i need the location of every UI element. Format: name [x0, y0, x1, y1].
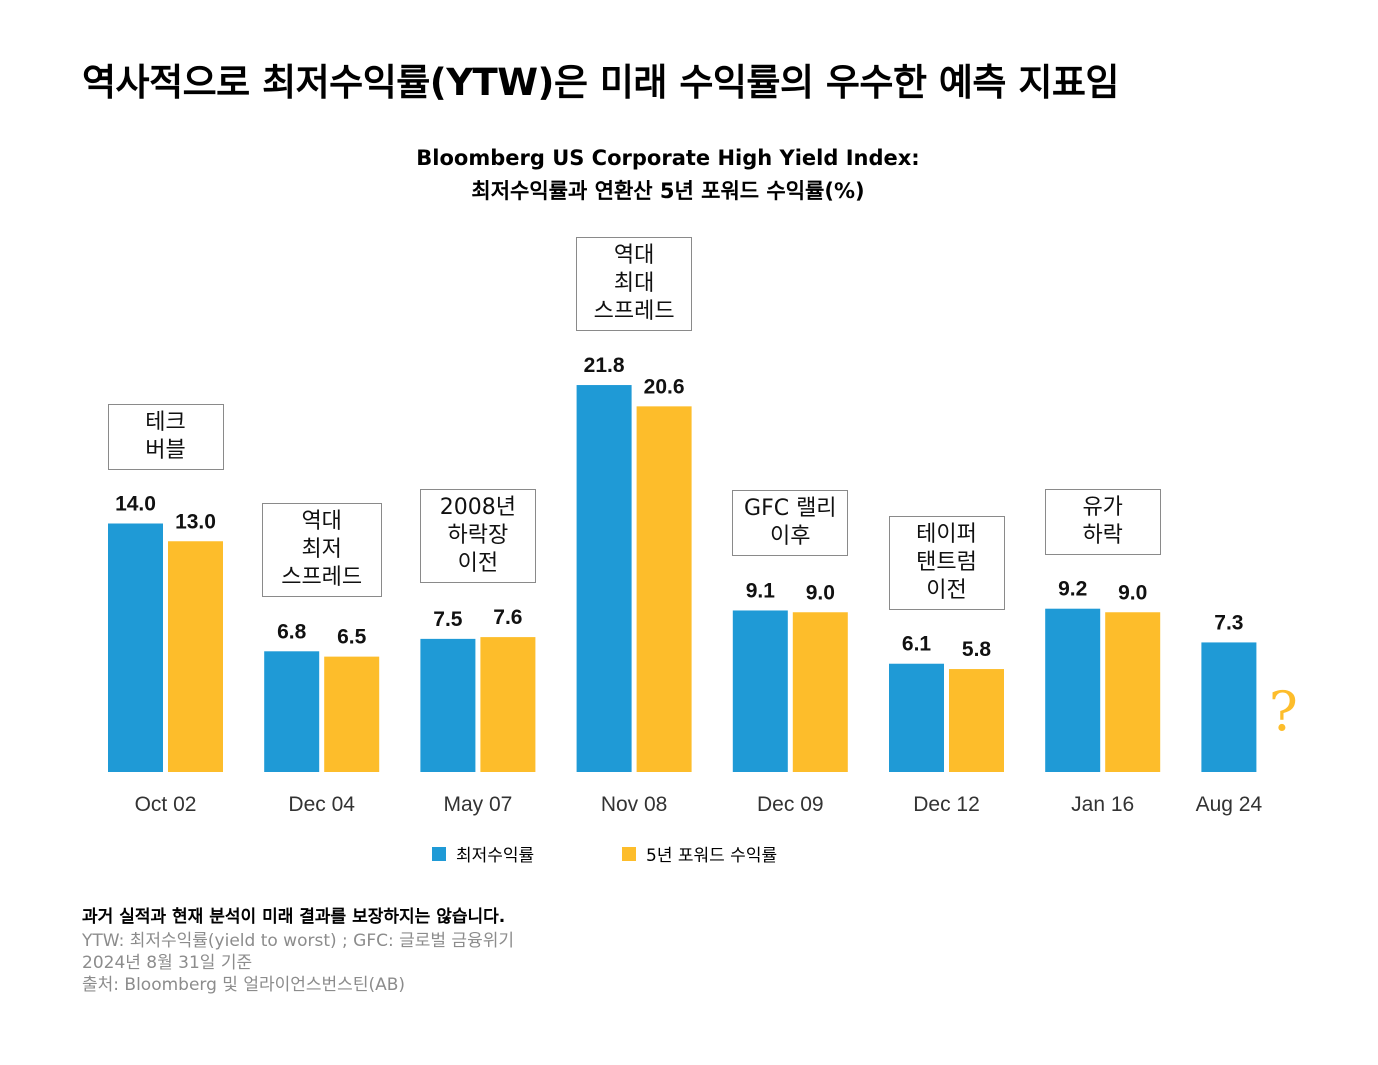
bar-dec-12-series-0 [889, 663, 944, 772]
data-label-dec-12-series-1: 5.8 [962, 638, 992, 661]
data-label-dec-04-series-1: 6.5 [337, 626, 367, 649]
x-tick-label-dec-12: Dec 12 [913, 793, 980, 816]
data-label-dec-09-series-1: 9.0 [806, 581, 835, 604]
annotation-dec-09: GFC 랠리 이후 [732, 490, 849, 557]
legend-item-forward-return: 5년 포워드 수익률 [622, 841, 777, 866]
data-label-may-07-series-1: 7.6 [493, 606, 522, 629]
legend-item-ytw: 최저수익률 [432, 841, 534, 866]
x-tick-label-oct-02: Oct 02 [135, 793, 197, 816]
data-label-aug-24-series-0: 7.3 [1214, 611, 1243, 634]
data-label-dec-12-series-0: 6.1 [902, 633, 932, 656]
bar-dec-09-series-0 [732, 610, 788, 772]
legend-swatch-ytw [432, 846, 446, 861]
x-tick-label-nov-08: Nov 08 [601, 793, 668, 816]
chart-subtitle: 최저수익률과 연환산 5년 포워드 수익률(%) [471, 179, 865, 203]
footnote-as-of: 2024년 8월 31일 기준 [82, 953, 253, 973]
chart-title: Bloomberg US Corporate High Yield Index: [416, 146, 920, 170]
bar-oct-02-series-0 [108, 523, 163, 772]
bar-dec-04-series-1 [324, 656, 380, 772]
data-label-dec-09-series-0: 9.1 [746, 579, 776, 602]
bar-nov-08-series-1 [636, 406, 692, 772]
missing-value-marker: ? [1269, 680, 1298, 743]
bar-dec-12-series-1 [949, 669, 1004, 772]
annotation-oct-02: 테크 버블 [107, 403, 224, 470]
legend-label-forward-return: 5년 포워드 수익률 [646, 846, 778, 866]
legend-label-ytw: 최저수익률 [456, 846, 535, 866]
data-label-nov-08-series-0: 21.8 [584, 354, 625, 377]
annotation-nov-08: 역대 최대 스프레드 [576, 237, 693, 332]
data-label-oct-02-series-0: 14.0 [115, 493, 156, 516]
bar-oct-02-series-1 [168, 541, 223, 772]
x-tick-label-dec-09: Dec 09 [757, 793, 824, 816]
bar-dec-04-series-0 [264, 651, 320, 772]
x-tick-label-may-07: May 07 [443, 793, 512, 816]
annotation-dec-04: 역대 최저 스프레드 [261, 503, 382, 598]
annotation-jan-16: 유가 하락 [1044, 488, 1161, 555]
bar-jan-16-series-1 [1105, 612, 1161, 772]
page-title: 역사적으로 최저수익률(YTW)은 미래 수익률의 우수한 예측 지표임 [82, 61, 1119, 104]
footnote-disclaimer: 과거 실적과 현재 분석이 미래 결과를 보장하지는 않습니다. [82, 907, 506, 927]
data-label-dec-04-series-0: 6.8 [277, 620, 307, 643]
bar-dec-09-series-1 [792, 612, 848, 772]
footnote-source: 출처: Bloomberg 및 얼라이언스번스틴(AB) [82, 975, 406, 995]
data-label-oct-02-series-1: 13.0 [175, 510, 216, 533]
data-label-jan-16-series-1: 9.0 [1118, 581, 1147, 604]
legend-swatch-forward-return [622, 846, 636, 861]
x-tick-label-dec-04: Dec 04 [288, 793, 355, 816]
bar-may-07-series-1 [480, 637, 536, 772]
annotation-may-07: 2008년 하락장 이전 [419, 489, 536, 584]
data-label-jan-16-series-0: 9.2 [1058, 578, 1087, 601]
data-label-nov-08-series-1: 20.6 [644, 375, 685, 398]
x-tick-label-jan-16: Jan 16 [1071, 793, 1134, 816]
x-tick-label-aug-24: Aug 24 [1196, 793, 1263, 816]
annotation-dec-12: 테이퍼 탠트럼 이전 [888, 515, 1005, 610]
bar-may-07-series-0 [420, 638, 476, 772]
bar-aug-24-series-0 [1201, 642, 1257, 772]
bar-nov-08-series-0 [576, 385, 632, 772]
data-label-may-07-series-0: 7.5 [433, 608, 463, 631]
footnote-abbreviations: YTW: 최저수익률(yield to worst) ; GFC: 글로벌 금융… [82, 931, 514, 951]
bar-jan-16-series-0 [1045, 608, 1101, 772]
